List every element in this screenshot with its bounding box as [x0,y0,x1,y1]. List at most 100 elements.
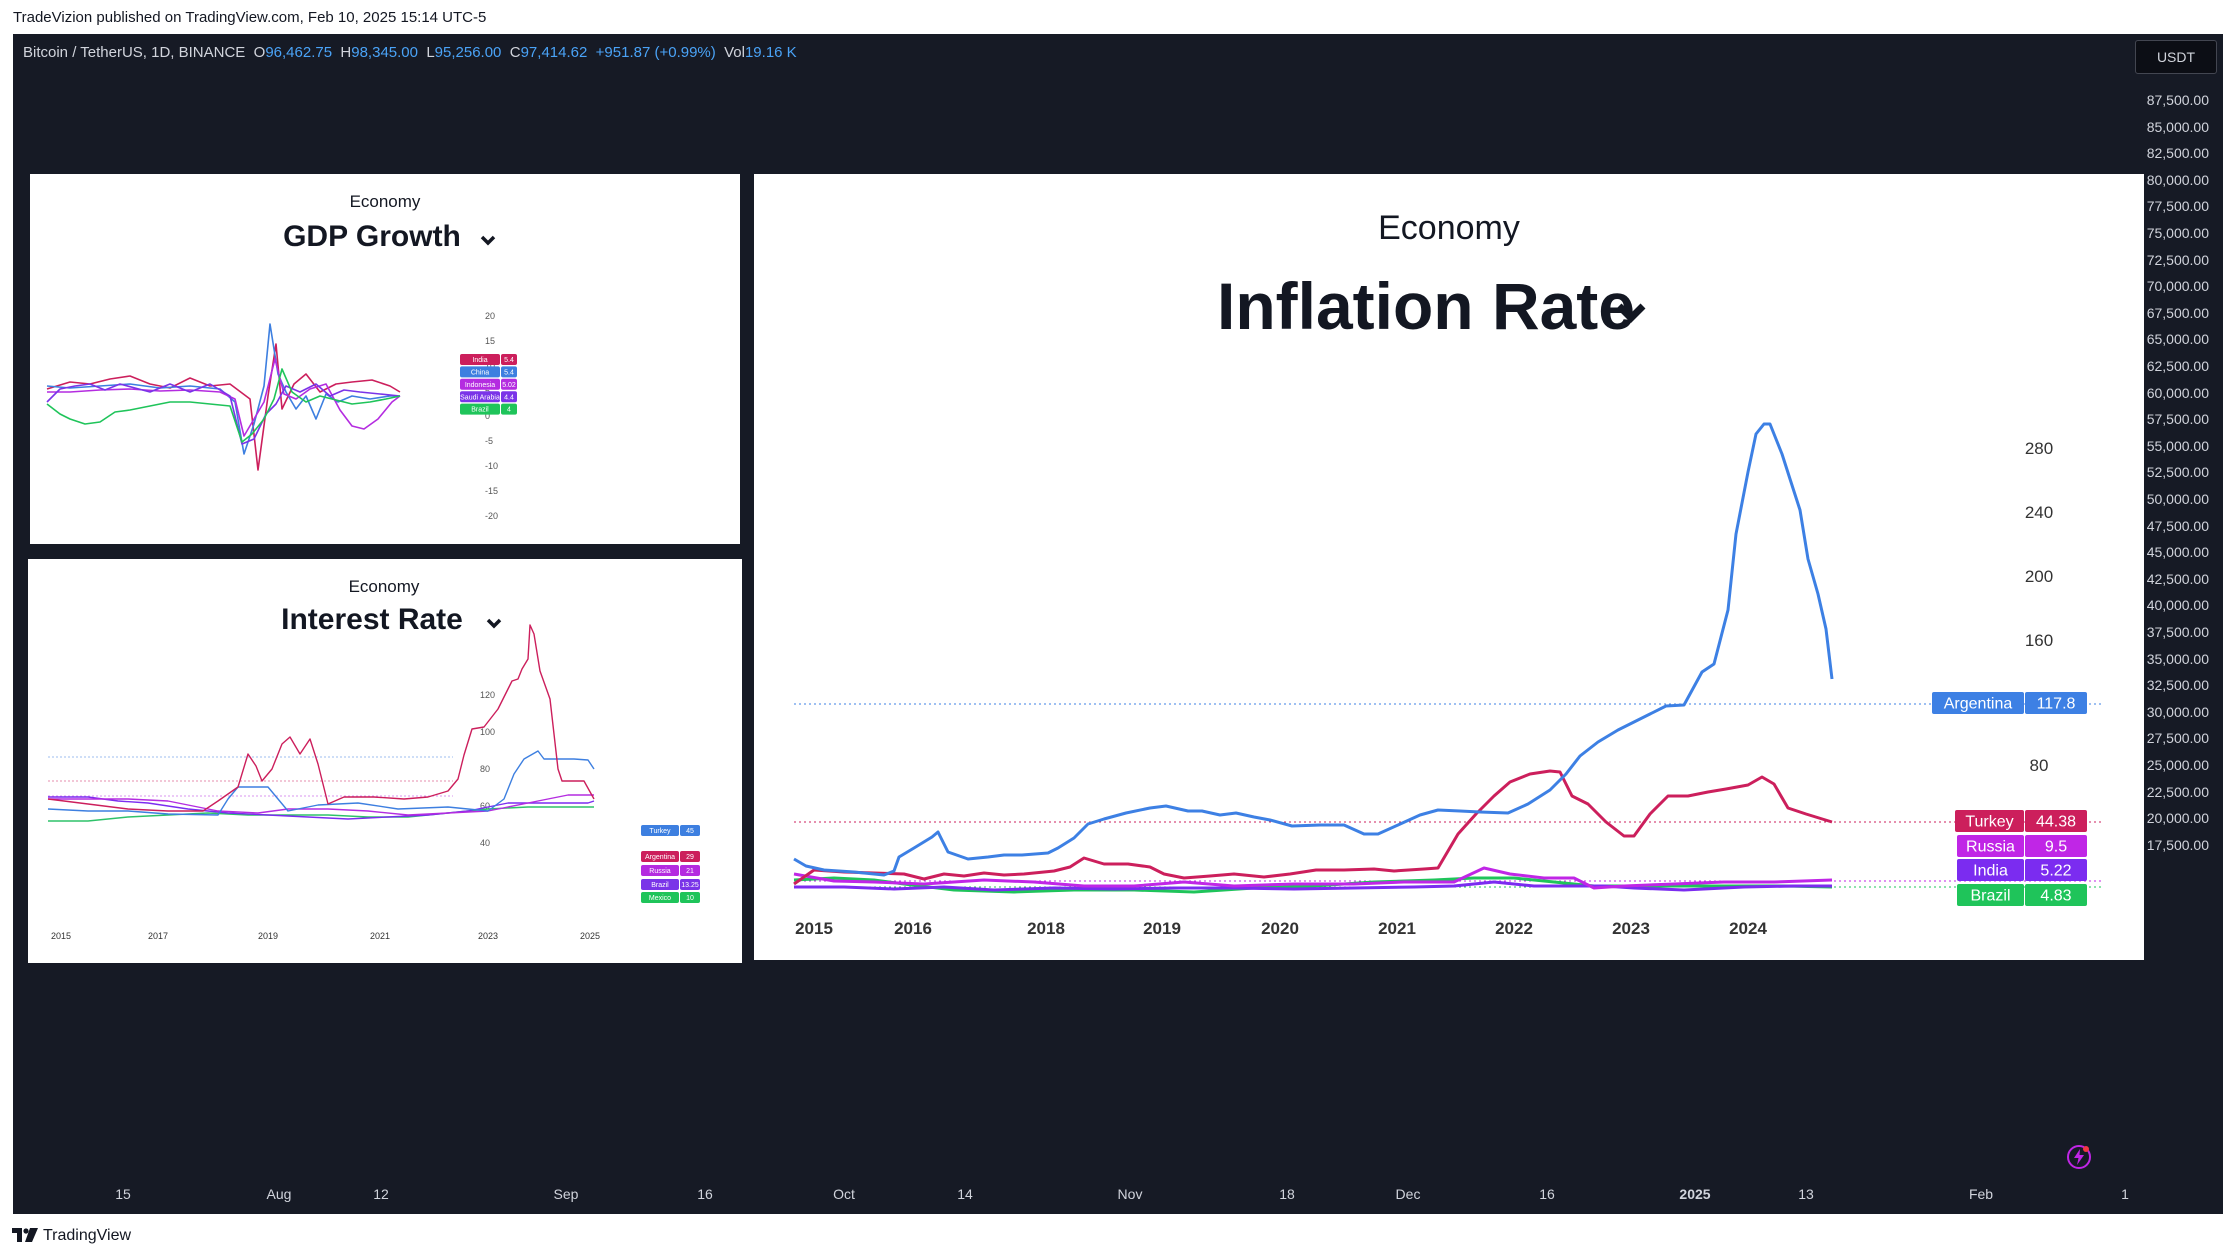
interest-x-tick: 2017 [148,931,168,941]
inflation-x-axis: 2015 2016 2018 2019 2020 2021 2022 2023 2024 [795,919,1767,938]
label-name: Brazil [471,407,489,414]
interest-y-tick: 40 [480,838,490,848]
label-name: Russia [1966,838,2015,855]
legend-label-4: Brazil 4 [460,403,517,415]
time-tick: 13 [1798,1186,1814,1202]
currency-button[interactable]: USDT [2135,40,2217,74]
gdp-y-tick: 0 [485,411,490,421]
symbol-name[interactable]: Bitcoin / TetherUS, 1D, BINANCE [23,44,246,61]
label-value: 9.5 [2045,838,2067,855]
legend-label-1: Argentina 29 [641,851,700,862]
legend-label-2: Russia 21 [641,865,700,876]
label-name-box [1957,859,2024,881]
label-name-box [641,892,679,903]
inflation-category: Economy [1378,209,1520,247]
legend-label-3: Brazil 13.25 [641,879,700,890]
inflation-y-tick: 160 [2025,631,2053,650]
label-name-box [460,391,500,403]
price-tick: 42,500.00 [2146,570,2209,587]
interest-x-tick: 2021 [370,931,390,941]
close-value: 97,414.62 [520,44,588,61]
lightning-icon[interactable] [2066,1144,2092,1170]
inflation-x-tick: 2023 [1612,919,1650,938]
interest-reference-lines [48,756,453,797]
chart-area[interactable]: Bitcoin / TetherUS, 1D, BINANCE O96,462.… [13,34,2223,1214]
inflation-y-tick: 200 [2025,567,2053,586]
label-name: Indonesia [465,382,495,389]
label-value-box [680,825,700,836]
label-name: Argentina [1944,695,2013,712]
label-name: India [472,357,487,364]
price-tick: 55,000.00 [2146,437,2209,454]
label-name-box [460,403,500,415]
gdp-chevron-down-icon [480,235,496,246]
label-name: China [471,370,489,377]
inflation-russia-line [793,866,1833,890]
label-value-box [680,851,700,862]
inflation-x-tick: 2024 [1729,919,1767,938]
legend-label-1: Turkey 44.38 [1955,810,2087,832]
label-value: 44.38 [2036,813,2076,830]
price-tick: 72,500.00 [2146,251,2209,268]
label-value: 4 [507,407,511,414]
gdp-y-tick: -15 [485,486,498,496]
price-tick: 65,000.00 [2146,331,2209,348]
inflation-y-tick: 240 [2025,503,2053,522]
volume-value: 19.16 K [744,44,797,61]
price-tick: 22,500.00 [2146,783,2209,800]
price-tick: 35,000.00 [2146,650,2209,667]
time-tick: 16 [697,1186,713,1202]
time-tick: Sep [553,1186,579,1202]
gdp-y-tick: -20 [485,511,498,521]
label-name: Brazil [651,882,669,889]
price-tick: 57,500.00 [2146,411,2209,428]
legend-label-4: Mexico 10 [641,892,700,903]
label-name: Turkey [1965,813,2013,830]
time-tick: Feb [1968,1186,1994,1202]
price-tick: 67,500.00 [2146,304,2209,321]
inflation-argentina-line [793,422,1834,877]
price-tick: 85,000.00 [2146,118,2209,135]
label-name: Brazil [1970,887,2010,904]
time-tick: Dec [1395,1186,1421,1202]
legend-label-4: Brazil 4.83 [1957,884,2087,906]
inflation-x-tick: 2022 [1495,919,1533,938]
inflation-x-tick: 2021 [1378,919,1416,938]
label-name-box [1957,835,2024,857]
interest-category: Economy [349,577,420,596]
label-name: Saudi Arabia [460,394,500,401]
inflation-y-tick: 280 [2025,439,2053,458]
label-value-box [501,354,517,365]
footer: TradingView [0,1214,2234,1256]
time-tick: 12 [373,1186,389,1202]
inflation-x-tick: 2019 [1143,919,1181,938]
interest-title: Interest Rate [281,603,463,636]
interest-turkey-line [47,750,595,816]
time-tick: Nov [1117,1186,1143,1202]
tradingview-logo-icon[interactable] [12,1228,38,1242]
label-name-box [460,354,500,365]
gdp-growth-panel: Economy GDP Growth 20 15 10 5 0 -5 -10 -15 -20 I… [30,174,740,544]
gdp-saudi-arabia-line [46,383,401,445]
time-tick: 18 [1279,1186,1295,1202]
price-tick: 47,500.00 [2146,517,2209,534]
legend-label-1: China 5.4 [460,366,517,378]
label-value-box [680,892,700,903]
label-name: Mexico [649,895,671,902]
gdp-y-tick: -10 [485,461,498,471]
label-value: 45 [686,828,694,835]
label-name: Argentina [645,854,675,861]
price-tick: 82,500.00 [2146,145,2209,162]
price-tick: 32,500.00 [2146,677,2209,694]
interest-russia-line [48,794,594,816]
publish-header: TradeVizion published on TradingView.com… [0,0,2234,34]
price-tick: 75,000.00 [2146,225,2209,241]
interest-x-tick: 2015 [51,931,71,941]
label-name-box [1955,810,2024,832]
inflation-reference-lines [794,703,2104,888]
gdp-india-line [46,343,401,471]
interest-x-tick: 2025 [580,931,600,941]
label-value: 117.8 [2037,695,2076,712]
time-tick: 15 [115,1186,131,1202]
